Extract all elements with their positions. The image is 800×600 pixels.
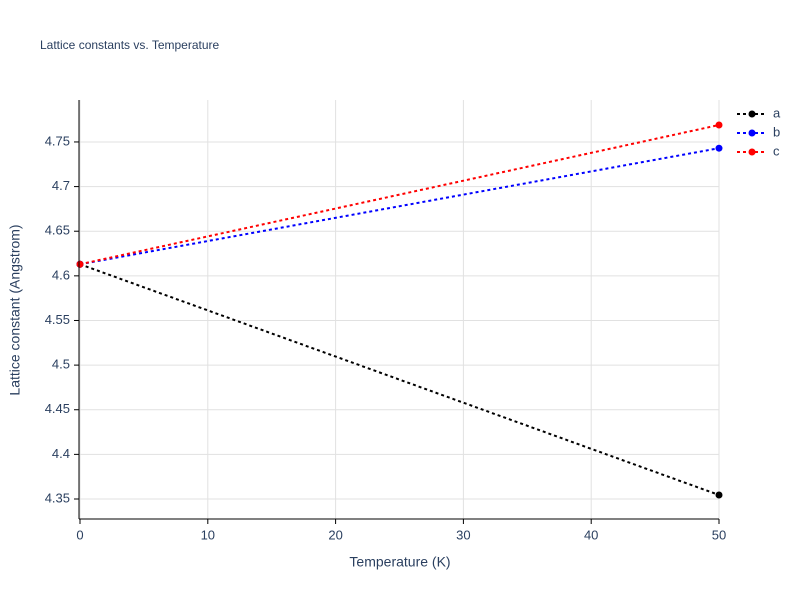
x-tick-label: 0 (76, 527, 83, 542)
series-line (79, 147, 720, 266)
point (76, 260, 84, 268)
y-tick-label: 4.45 (45, 401, 70, 416)
point (715, 491, 723, 499)
y-tick-label: 4.7 (52, 178, 70, 193)
y-tick-label: 4.6 (52, 267, 70, 282)
y-tick-label: 4.55 (45, 312, 70, 327)
legend-marker (748, 110, 756, 118)
series-line (79, 263, 720, 496)
legend-label: c (773, 143, 780, 158)
plot-layer (76, 121, 723, 499)
series-line (79, 124, 720, 266)
x-tick-label: 30 (456, 527, 470, 542)
x-tick-label: 20 (328, 527, 342, 542)
chart-title: Lattice constants vs. Temperature (40, 38, 220, 52)
y-axis-title: Lattice constant (Angstrom) (7, 224, 23, 395)
y-tick-label: 4.35 (45, 490, 70, 505)
y-tick-label: 4.65 (45, 223, 70, 238)
y-tick-label: 4.5 (52, 357, 70, 372)
x-tick-label: 50 (712, 527, 726, 542)
point (715, 144, 723, 152)
legend-label: a (773, 105, 781, 120)
point (715, 121, 723, 129)
legend-marker (748, 148, 756, 156)
grid-layer (79, 100, 720, 519)
legend-label: b (773, 124, 780, 139)
legend-marker (748, 129, 756, 137)
y-tick-label: 4.4 (52, 446, 70, 461)
x-axis-title: Temperature (K) (349, 554, 450, 570)
y-tick-label: 4.75 (45, 133, 70, 148)
x-tick-label: 10 (201, 527, 215, 542)
x-tick-label: 40 (584, 527, 598, 542)
